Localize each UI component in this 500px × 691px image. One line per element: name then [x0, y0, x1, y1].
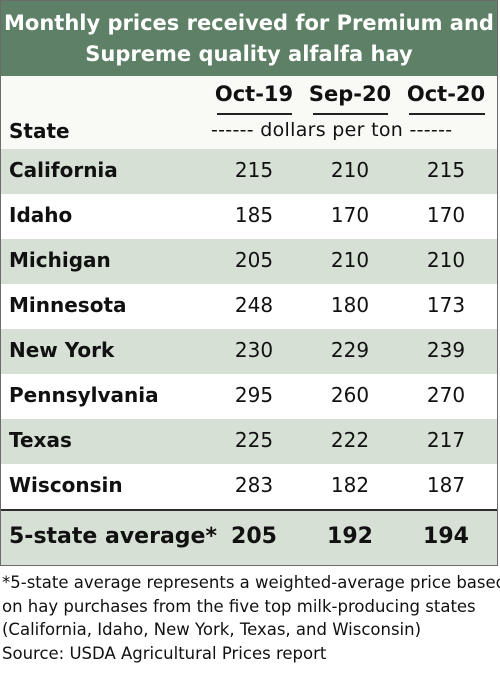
- price-cell: 230: [234, 338, 274, 362]
- state-name: New York: [9, 338, 115, 362]
- price-cell: 283: [234, 473, 274, 497]
- footnote-line: (California, Idaho, New York, Texas, and…: [2, 620, 422, 639]
- source-line: Source: USDA Agricultural Prices report: [2, 643, 327, 663]
- table-row: Idaho 185 170 170: [1, 194, 497, 239]
- price-cell: 295: [234, 383, 274, 407]
- price-cell: 187: [426, 473, 466, 497]
- price-cell: 260: [330, 383, 370, 407]
- state-name: Minnesota: [9, 293, 127, 317]
- price-cell: 270: [426, 383, 466, 407]
- header-underline: [409, 113, 485, 115]
- price-cell: 222: [330, 428, 370, 452]
- header-underline: [313, 113, 388, 115]
- title-line: Supreme quality alfalfa hay: [85, 41, 413, 66]
- state-name: Texas: [9, 428, 72, 452]
- price-table: Monthly prices received for Premium and …: [0, 0, 498, 566]
- footnote: *5-state average represents a weighted-a…: [2, 571, 500, 665]
- state-name: Pennsylvania: [9, 383, 159, 407]
- table-row: Minnesota 248 180 173: [1, 284, 497, 329]
- price-cell: 170: [426, 203, 466, 227]
- table-row: New York 230 229 239: [1, 329, 497, 374]
- price-cell: 185: [234, 203, 274, 227]
- table-title: Monthly prices received for Premium and …: [1, 1, 497, 76]
- table-row: California 215 210 215: [1, 149, 497, 194]
- price-cell: 229: [330, 338, 370, 362]
- title-line: Monthly prices received for Premium and: [4, 10, 494, 35]
- price-cell: 239: [426, 338, 466, 362]
- state-name: Wisconsin: [9, 473, 123, 497]
- price-cell: 217: [426, 428, 466, 452]
- column-header-row: Oct-19 Sep-20 Oct-20 State ------ dollar…: [1, 76, 497, 149]
- average-value: 205: [231, 524, 277, 549]
- price-cell: 225: [234, 428, 274, 452]
- price-cell: 210: [330, 248, 370, 272]
- table-row: Pennsylvania 295 260 270: [1, 374, 497, 419]
- table-row: Texas 225 222 217: [1, 419, 497, 464]
- state-header: State: [9, 119, 70, 143]
- column-header: Oct-19: [214, 82, 294, 106]
- column-header: Oct-20: [406, 82, 486, 106]
- price-cell: 210: [426, 248, 466, 272]
- footnote-line: on hay purchases from the five top milk-…: [2, 596, 476, 616]
- column-header: Sep-20: [308, 82, 392, 106]
- table-body: California 215 210 215 Idaho 185 170 170 Michiga…: [1, 149, 497, 509]
- price-cell: 182: [330, 473, 370, 497]
- average-value: 194: [423, 524, 469, 549]
- header-underline: [217, 113, 292, 115]
- state-name: California: [9, 158, 118, 182]
- state-name: Idaho: [9, 203, 73, 227]
- units-label: ------ dollars per ton ------: [211, 119, 453, 141]
- price-cell: 170: [330, 203, 370, 227]
- price-cell: 248: [234, 293, 274, 317]
- price-cell: 215: [234, 158, 274, 182]
- footnote-line: *5-state average represents a weighted-a…: [2, 573, 500, 592]
- price-cell: 173: [426, 293, 466, 317]
- average-row: 5-state average* 205 192 194: [1, 509, 497, 565]
- price-cell: 215: [426, 158, 466, 182]
- average-label: 5-state average*: [9, 524, 217, 549]
- price-cell: 210: [330, 158, 370, 182]
- table-row: Michigan 205 210 210: [1, 239, 497, 284]
- price-cell: 205: [234, 248, 274, 272]
- state-name: Michigan: [9, 248, 111, 272]
- table-row: Wisconsin 283 182 187: [1, 464, 497, 509]
- price-cell: 180: [330, 293, 370, 317]
- average-value: 192: [327, 524, 373, 549]
